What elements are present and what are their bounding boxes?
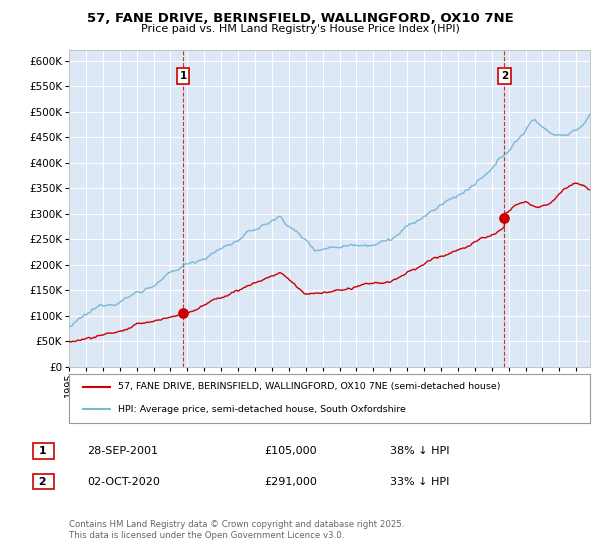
Text: 28-SEP-2001: 28-SEP-2001 [87,446,158,456]
Text: £291,000: £291,000 [264,477,317,487]
Text: 33% ↓ HPI: 33% ↓ HPI [390,477,449,487]
Point [500,214,509,223]
Text: 2: 2 [35,477,51,487]
Text: 2: 2 [501,71,508,81]
Text: 57, FANE DRIVE, BERINSFIELD, WALLINGFORD, OX10 7NE (semi-detached house): 57, FANE DRIVE, BERINSFIELD, WALLINGFORD… [118,382,501,391]
Text: 1: 1 [179,71,187,81]
Text: Price paid vs. HM Land Registry's House Price Index (HPI): Price paid vs. HM Land Registry's House … [140,24,460,34]
Text: £105,000: £105,000 [264,446,317,456]
Text: 1: 1 [35,446,51,456]
Text: HPI: Average price, semi-detached house, South Oxfordshire: HPI: Average price, semi-detached house,… [118,405,406,414]
Text: 38% ↓ HPI: 38% ↓ HPI [390,446,449,456]
Point [178,309,188,318]
Text: 57, FANE DRIVE, BERINSFIELD, WALLINGFORD, OX10 7NE: 57, FANE DRIVE, BERINSFIELD, WALLINGFORD… [86,12,514,25]
Text: Contains HM Land Registry data © Crown copyright and database right 2025.
This d: Contains HM Land Registry data © Crown c… [69,520,404,540]
Text: 02-OCT-2020: 02-OCT-2020 [87,477,160,487]
